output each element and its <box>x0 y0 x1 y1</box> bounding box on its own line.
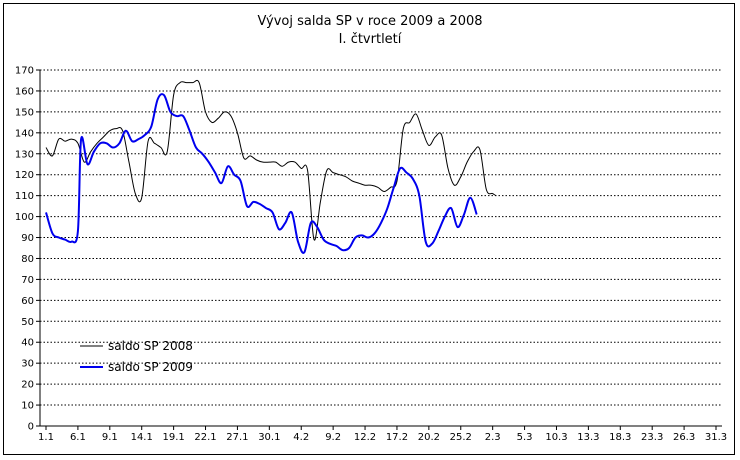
x-tick-label: 10.3 <box>545 432 567 443</box>
y-tick-label: 100 <box>15 212 34 223</box>
x-tick-label: 20.2 <box>418 432 440 443</box>
x-tick-label: 14.1 <box>131 432 153 443</box>
y-tick-label: 10 <box>21 401 34 412</box>
legend: saldo SP 2008 saldo SP 2009 <box>80 339 193 374</box>
x-axis-ticks: 1.1 6.1 9.1 14.1 19.1 22.1 27.1 30.1 4.2 9.2 12.2 1… <box>38 426 727 443</box>
series-lines <box>45 79 497 254</box>
y-tick-label: 160 <box>15 86 34 97</box>
chart-frame <box>3 3 735 455</box>
y-axis-ticks: 0 10 20 30 40 50 60 70 80 90 100 110 120 130 140 150 160… <box>15 66 40 433</box>
x-tick-label: 25.2 <box>450 432 472 443</box>
x-tick-label: 9.2 <box>325 432 341 443</box>
y-tick-label: 90 <box>21 233 34 244</box>
x-tick-label: 13.3 <box>577 432 599 443</box>
y-tick-label: 110 <box>15 191 34 202</box>
y-tick-label: 150 <box>15 107 34 118</box>
x-tick-label: 2.3 <box>485 432 501 443</box>
x-tick-label: 27.1 <box>226 432 248 443</box>
legend-label-2009: saldo SP 2009 <box>108 360 193 374</box>
y-tick-label: 170 <box>15 66 34 77</box>
gridlines <box>40 69 722 406</box>
y-tick-label: 60 <box>21 296 34 307</box>
y-tick-label: 120 <box>15 170 34 181</box>
y-tick-label: 0 <box>28 422 34 433</box>
x-tick-label: 5.3 <box>517 432 533 443</box>
x-tick-label: 30.1 <box>258 432 280 443</box>
chart-title: Vývoj salda SP v roce 2009 a 2008 <box>257 14 482 29</box>
x-tick-label: 4.2 <box>293 432 309 443</box>
series-line-2008 <box>45 79 497 241</box>
y-tick-label: 50 <box>21 317 34 328</box>
y-tick-label: 80 <box>21 254 34 265</box>
y-tick-label: 140 <box>15 128 34 139</box>
y-tick-label: 70 <box>21 275 34 286</box>
x-tick-label: 31.3 <box>705 432 727 443</box>
chart-subtitle: I. čtvrtletí <box>339 32 402 47</box>
x-tick-label: 19.1 <box>162 432 184 443</box>
x-tick-label: 1.1 <box>38 432 54 443</box>
y-tick-label: 40 <box>21 338 34 349</box>
y-tick-label: 20 <box>21 380 34 391</box>
y-tick-label: 130 <box>15 149 34 160</box>
x-tick-label: 12.2 <box>354 432 376 443</box>
x-tick-label: 23.3 <box>641 432 663 443</box>
y-tick-label: 30 <box>21 359 34 370</box>
series-line-2009 <box>45 93 478 254</box>
x-tick-label: 26.3 <box>673 432 695 443</box>
x-tick-label: 17.2 <box>386 432 408 443</box>
x-tick-label: 22.1 <box>194 432 216 443</box>
x-tick-label: 18.3 <box>609 432 631 443</box>
legend-label-2008: saldo SP 2008 <box>108 339 193 353</box>
x-tick-label: 6.1 <box>70 432 86 443</box>
x-tick-label: 9.1 <box>102 432 118 443</box>
